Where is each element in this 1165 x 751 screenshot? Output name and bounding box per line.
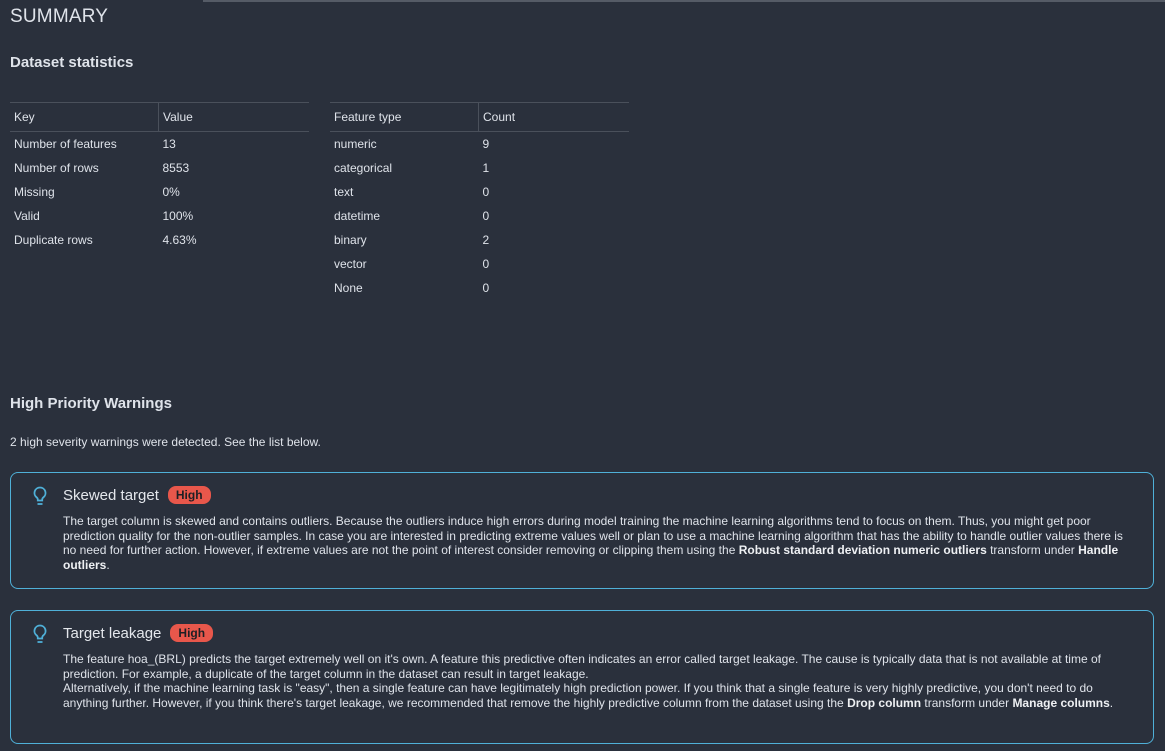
severity-badge: High bbox=[167, 486, 211, 504]
cell-key: Missing bbox=[14, 185, 55, 199]
warnings-heading: High Priority Warnings bbox=[10, 395, 172, 412]
warning-paragraph: The target column is skewed and contains… bbox=[63, 514, 1137, 572]
dataset-statistics-heading: Dataset statistics bbox=[10, 54, 134, 71]
text-segment: . bbox=[106, 557, 110, 572]
transform-name: Drop column bbox=[847, 695, 922, 710]
cell-value: 100% bbox=[162, 209, 194, 223]
cell-value: 2 bbox=[482, 233, 490, 247]
cell-key: Valid bbox=[14, 209, 40, 223]
text-segment: transform under bbox=[986, 543, 1079, 557]
column-header: Feature type bbox=[330, 102, 479, 132]
column-header: Key bbox=[10, 102, 159, 132]
warning-card: Target leakage High The feature hoa_(BRL)… bbox=[10, 610, 1154, 744]
transform-name: Robust standard deviation numeric outlie… bbox=[738, 543, 987, 557]
page-title: SUMMARY bbox=[10, 6, 109, 27]
cell-value: 9 bbox=[482, 137, 490, 151]
text-segment: Alternatively, if the machine learning t… bbox=[63, 681, 1093, 710]
table-row: vector 0 bbox=[330, 252, 629, 276]
cell-key: None bbox=[334, 281, 363, 295]
key-value-table: Key Value Number of features 13 Number of … bbox=[10, 102, 309, 252]
cell-value: 0 bbox=[482, 281, 490, 295]
cell-key: Number of features bbox=[14, 137, 117, 151]
table-row: Number of rows 8553 bbox=[10, 156, 309, 180]
feature-type-table: Feature type Count numeric 9 categorical 1 t… bbox=[330, 102, 629, 300]
table-row: numeric 9 bbox=[330, 132, 629, 157]
column-header: Count bbox=[478, 102, 629, 132]
cell-value: 4.63% bbox=[162, 233, 197, 247]
severity-badge: High bbox=[170, 624, 214, 642]
cell-key: binary bbox=[334, 233, 367, 247]
lightbulb-icon bbox=[33, 486, 47, 511]
cell-value: 8553 bbox=[162, 161, 190, 175]
table-row: binary 2 bbox=[330, 228, 629, 252]
cell-value: 0% bbox=[162, 185, 180, 199]
cell-key: Duplicate rows bbox=[14, 233, 93, 247]
cell-key: text bbox=[334, 185, 354, 199]
warning-description: The feature hoa_(BRL) predicts the targe… bbox=[63, 652, 1137, 710]
table-row: Duplicate rows 4.63% bbox=[10, 228, 309, 252]
cell-value: 13 bbox=[162, 137, 176, 151]
cell-key: Number of rows bbox=[14, 161, 99, 175]
table-row: None 0 bbox=[330, 276, 629, 300]
text-segment: The target column is skewed and contains… bbox=[63, 514, 1123, 557]
cell-key: categorical bbox=[334, 161, 393, 175]
text-segment: transform under bbox=[921, 695, 1013, 710]
table-row: text 0 bbox=[330, 180, 629, 204]
cell-value: 0 bbox=[482, 209, 490, 223]
table-row: Number of features 13 bbox=[10, 132, 309, 157]
cell-key: vector bbox=[334, 257, 367, 271]
lightbulb-icon bbox=[33, 624, 47, 649]
warning-title: Target leakage bbox=[63, 624, 162, 642]
cell-value: 1 bbox=[482, 161, 490, 175]
cell-value: 0 bbox=[482, 185, 490, 199]
table-row: datetime 0 bbox=[330, 204, 629, 228]
warning-card: Skewed target High The target column is s… bbox=[10, 472, 1154, 589]
column-header: Value bbox=[158, 102, 309, 132]
warning-paragraph: The feature hoa_(BRL) predicts the targe… bbox=[63, 652, 1137, 681]
transform-name: Handle outliers bbox=[63, 543, 1119, 572]
cell-key: numeric bbox=[334, 137, 377, 151]
warning-title: Skewed target bbox=[63, 486, 159, 504]
table-row: categorical 1 bbox=[330, 156, 629, 180]
cell-value: 0 bbox=[482, 257, 490, 271]
table-row: Valid 100% bbox=[10, 204, 309, 228]
text-segment: The feature hoa_(BRL) predicts the targe… bbox=[63, 652, 1101, 681]
text-segment: . bbox=[1109, 695, 1114, 710]
table-row: Missing 0% bbox=[10, 180, 309, 204]
warning-description: The target column is skewed and contains… bbox=[63, 514, 1137, 572]
transform-name: Manage columns bbox=[1012, 695, 1110, 710]
cell-key: datetime bbox=[334, 209, 381, 223]
warning-paragraph: Alternatively, if the machine learning t… bbox=[63, 681, 1137, 710]
warnings-note: 2 high severity warnings were detected. … bbox=[10, 435, 321, 449]
top-divider bbox=[203, 0, 1165, 2]
